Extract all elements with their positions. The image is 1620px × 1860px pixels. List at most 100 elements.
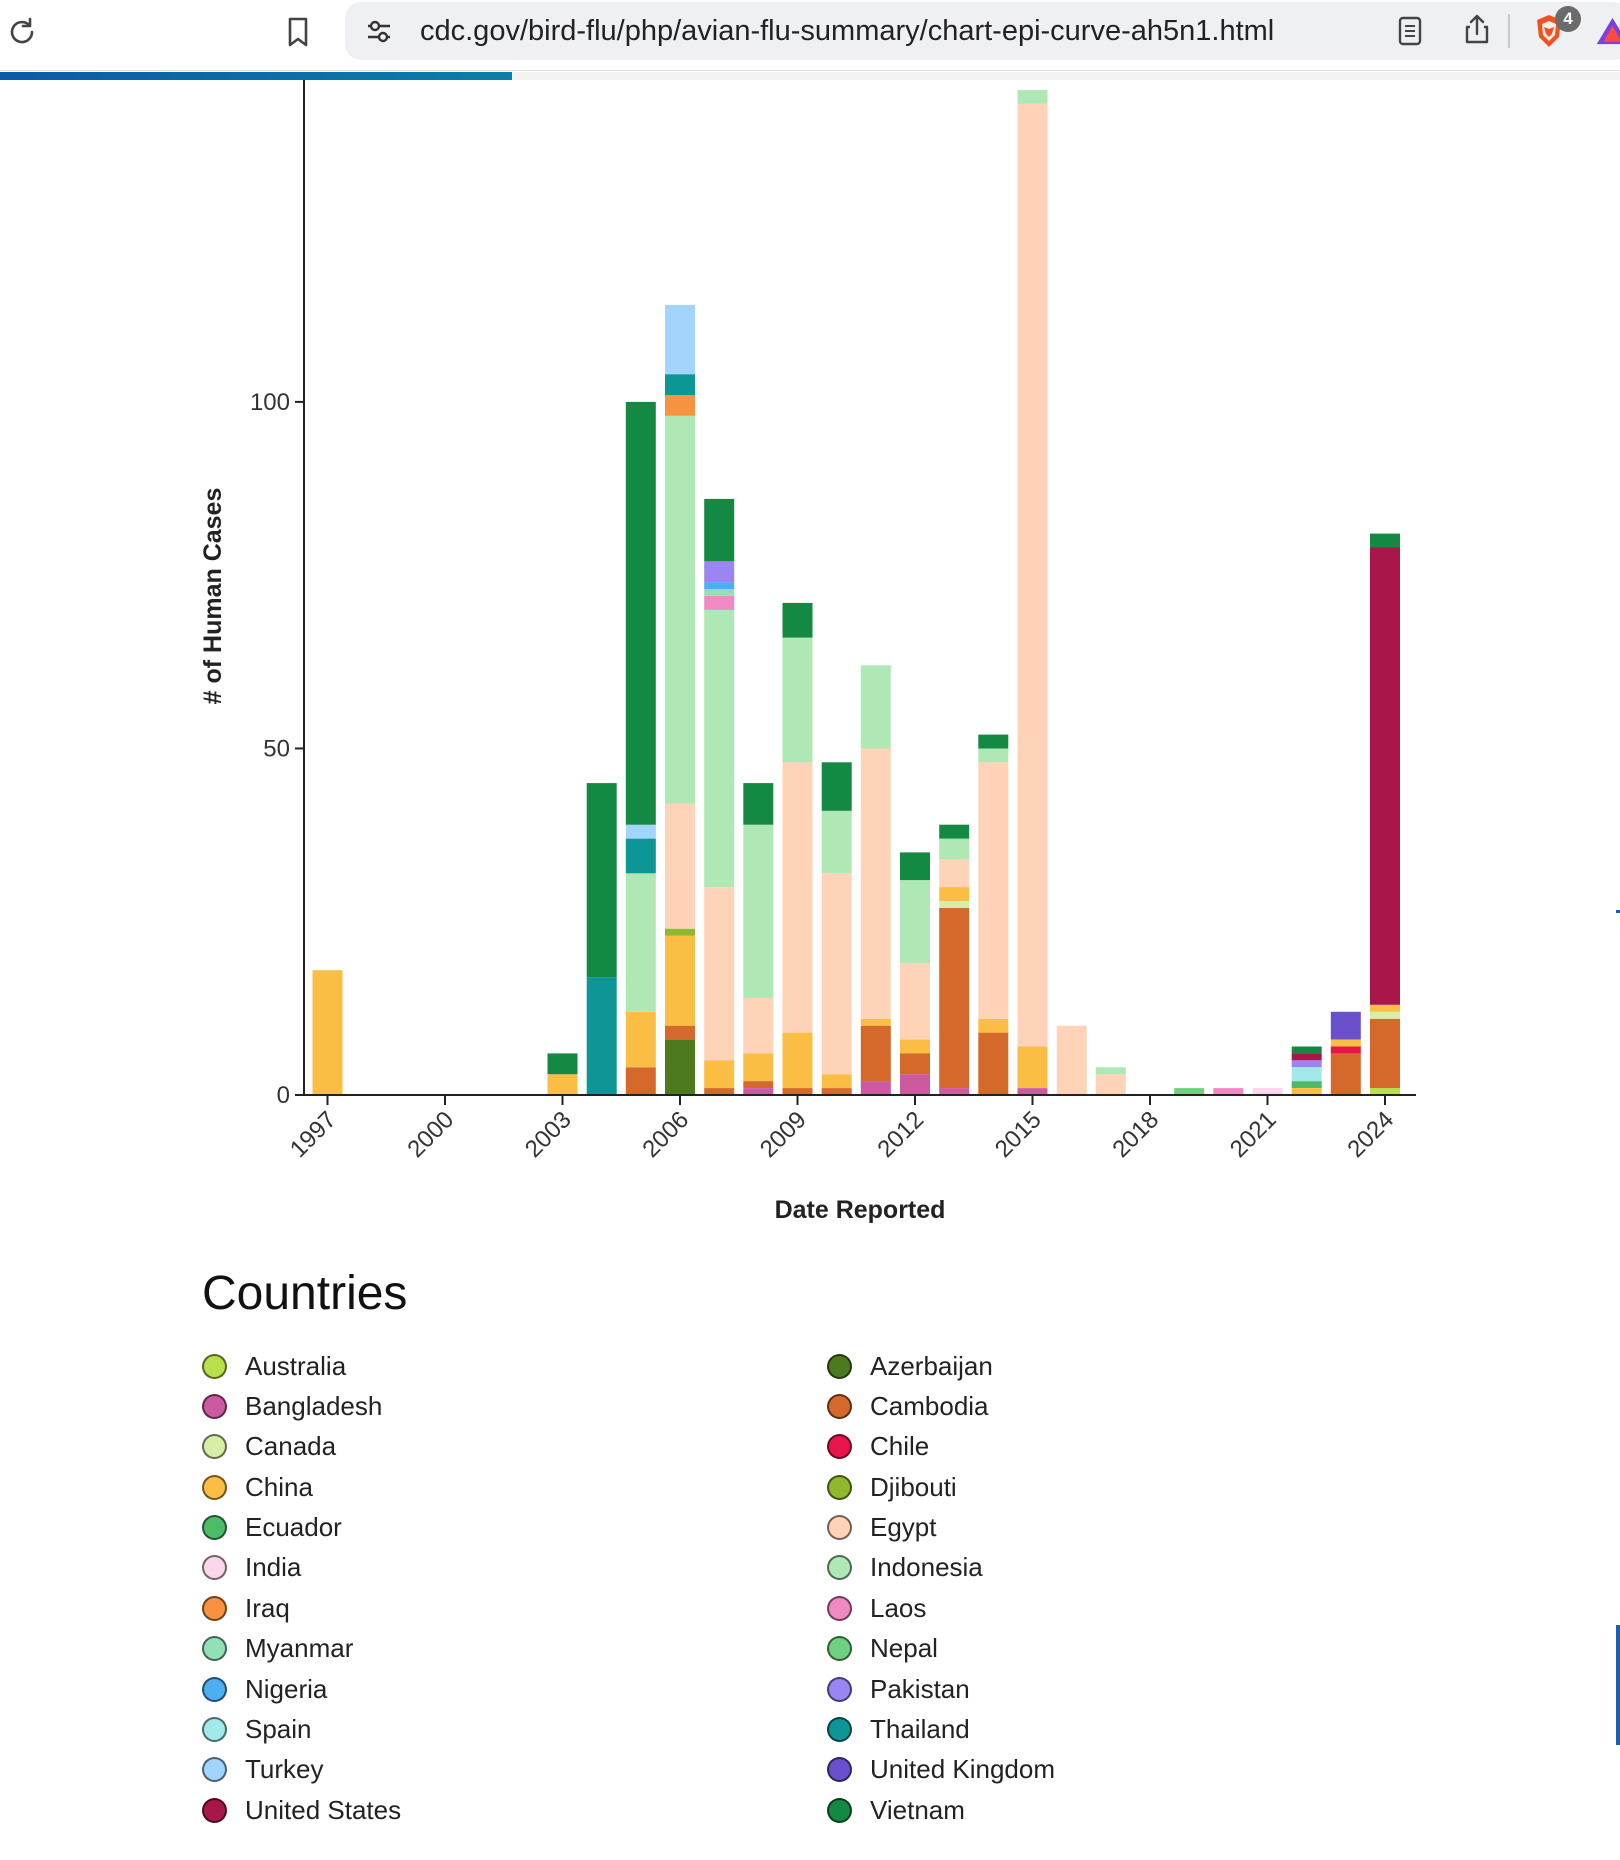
bar-2017-indonesia[interactable] [1095, 1067, 1126, 1075]
bar-2022-pakistan[interactable] [1291, 1060, 1322, 1068]
bar-2011-bangladesh[interactable] [860, 1081, 891, 1095]
url-text[interactable]: cdc.gov/bird-flu/php/avian-flu-summary/c… [420, 15, 1275, 47]
legend-item-iraq[interactable]: Iraq [202, 1588, 827, 1628]
bar-2024-canada[interactable] [1370, 1011, 1400, 1019]
bar-2007-indonesia[interactable] [704, 609, 735, 887]
bar-2006-azerbaijan[interactable] [665, 1039, 695, 1095]
bar-2005-thailand[interactable] [625, 838, 656, 874]
bar-2013-cambodia[interactable] [939, 907, 970, 1089]
legend-item-canada[interactable]: Canada [202, 1427, 827, 1467]
legend-item-nigeria[interactable]: Nigeria [202, 1669, 827, 1709]
bar-2015-china[interactable] [1017, 1046, 1048, 1089]
legend-item-laos[interactable]: Laos [827, 1588, 1062, 1628]
bar-2012-bangladesh[interactable] [900, 1074, 930, 1095]
bar-2010-cambodia[interactable] [821, 1088, 852, 1095]
bar-1997-china[interactable] [312, 970, 343, 1095]
bar-2007-cambodia[interactable] [704, 1088, 735, 1095]
bar-2006-indonesia[interactable] [665, 415, 695, 804]
legend-item-china[interactable]: China [202, 1467, 827, 1507]
legend-item-ecuador[interactable]: Ecuador [202, 1508, 827, 1548]
legend-item-australia[interactable]: Australia [202, 1346, 827, 1386]
bar-2012-egypt[interactable] [900, 963, 930, 1040]
bar-2014-indonesia[interactable] [978, 748, 1009, 763]
bar-2022-united-states[interactable] [1291, 1053, 1322, 1061]
bar-2010-vietnam[interactable] [821, 762, 852, 811]
bar-2017-egypt[interactable] [1095, 1074, 1126, 1095]
legend-item-turkey[interactable]: Turkey [202, 1750, 827, 1790]
bar-2009-vietnam[interactable] [782, 602, 813, 638]
bar-2021-india[interactable] [1252, 1088, 1283, 1095]
bar-2010-indonesia[interactable] [821, 810, 852, 874]
legend-item-india[interactable]: India [202, 1548, 827, 1588]
bar-2011-china[interactable] [860, 1018, 891, 1026]
legend-item-spain[interactable]: Spain [202, 1710, 827, 1750]
bar-2012-indonesia[interactable] [900, 880, 930, 964]
legend-item-egypt[interactable]: Egypt [827, 1508, 1062, 1548]
address-bar[interactable]: cdc.gov/bird-flu/php/avian-flu-summary/c… [345, 2, 1620, 60]
bar-2024-china[interactable] [1370, 1004, 1400, 1012]
legend-item-azerbaijan[interactable]: Azerbaijan [827, 1346, 1062, 1386]
legend-item-thailand[interactable]: Thailand [827, 1710, 1062, 1750]
bar-2014-china[interactable] [978, 1018, 1009, 1033]
bar-2013-vietnam[interactable] [939, 824, 970, 839]
site-settings-icon[interactable] [357, 9, 401, 53]
bar-2008-vietnam[interactable] [743, 783, 774, 825]
legend-item-myanmar[interactable]: Myanmar [202, 1629, 827, 1669]
bar-2008-indonesia[interactable] [743, 824, 774, 998]
bar-2010-egypt[interactable] [821, 873, 852, 1075]
bar-2005-china[interactable] [625, 1011, 656, 1068]
brave-rewards-icon[interactable] [1595, 9, 1620, 53]
legend-item-bangladesh[interactable]: Bangladesh [202, 1386, 827, 1426]
bar-2014-vietnam[interactable] [978, 734, 1009, 749]
bar-2008-bangladesh[interactable] [743, 1088, 774, 1095]
bar-2013-bangladesh[interactable] [939, 1088, 970, 1095]
bar-2022-vietnam[interactable] [1291, 1046, 1322, 1054]
legend-item-pakistan[interactable]: Pakistan [827, 1669, 1062, 1709]
reload-icon[interactable] [0, 10, 44, 54]
bar-2009-indonesia[interactable] [782, 637, 813, 763]
reader-mode-icon[interactable] [1388, 9, 1432, 53]
legend-item-indonesia[interactable]: Indonesia [827, 1548, 1062, 1588]
bar-2022-ecuador[interactable] [1291, 1081, 1322, 1088]
bar-2022-china[interactable] [1291, 1088, 1322, 1095]
scrollbar-marker[interactable] [1616, 910, 1620, 913]
bar-2009-china[interactable] [782, 1032, 813, 1088]
bar-2005-turkey[interactable] [625, 824, 656, 839]
bar-2006-turkey[interactable] [665, 304, 695, 375]
bar-2015-bangladesh[interactable] [1017, 1088, 1048, 1095]
bar-2009-cambodia[interactable] [782, 1088, 813, 1095]
bar-2019-nepal[interactable] [1174, 1088, 1205, 1095]
bar-2011-cambodia[interactable] [860, 1025, 891, 1082]
scrollbar-thumb[interactable] [1616, 1625, 1620, 1745]
bar-2007-egypt[interactable] [704, 887, 735, 1061]
bar-2024-vietnam[interactable] [1370, 533, 1400, 548]
bar-2006-djibouti[interactable] [665, 928, 695, 936]
bar-2007-myanmar[interactable] [704, 589, 735, 596]
legend-item-nepal[interactable]: Nepal [827, 1629, 1062, 1669]
bar-2006-cambodia[interactable] [665, 1025, 695, 1040]
bar-2013-egypt[interactable] [939, 859, 970, 887]
bar-2007-vietnam[interactable] [704, 498, 735, 562]
bar-2023-united-kingdom[interactable] [1330, 1011, 1361, 1040]
bar-2013-china[interactable] [939, 887, 970, 901]
bar-2015-indonesia[interactable] [1017, 90, 1048, 104]
bar-2007-pakistan[interactable] [704, 561, 735, 583]
legend-item-chile[interactable]: Chile [827, 1427, 1062, 1467]
bar-2005-indonesia[interactable] [625, 873, 656, 1012]
bar-2008-china[interactable] [743, 1053, 774, 1082]
legend-item-vietnam[interactable]: Vietnam [827, 1790, 1062, 1830]
bar-2013-canada[interactable] [939, 900, 970, 908]
bar-2023-cambodia[interactable] [1330, 1053, 1361, 1095]
bar-2013-indonesia[interactable] [939, 838, 970, 860]
bar-2014-cambodia[interactable] [978, 1032, 1009, 1095]
bar-2005-vietnam[interactable] [625, 401, 656, 825]
bar-2012-cambodia[interactable] [900, 1053, 930, 1075]
bar-2005-cambodia[interactable] [625, 1067, 656, 1095]
bar-2004-vietnam[interactable] [586, 783, 617, 978]
bar-2006-iraq[interactable] [665, 395, 695, 416]
bar-2009-egypt[interactable] [782, 762, 813, 1033]
bar-2011-egypt[interactable] [860, 748, 891, 1019]
bar-2006-china[interactable] [665, 935, 695, 1026]
legend-item-united-kingdom[interactable]: United Kingdom [827, 1750, 1062, 1790]
bar-2012-china[interactable] [900, 1039, 930, 1054]
